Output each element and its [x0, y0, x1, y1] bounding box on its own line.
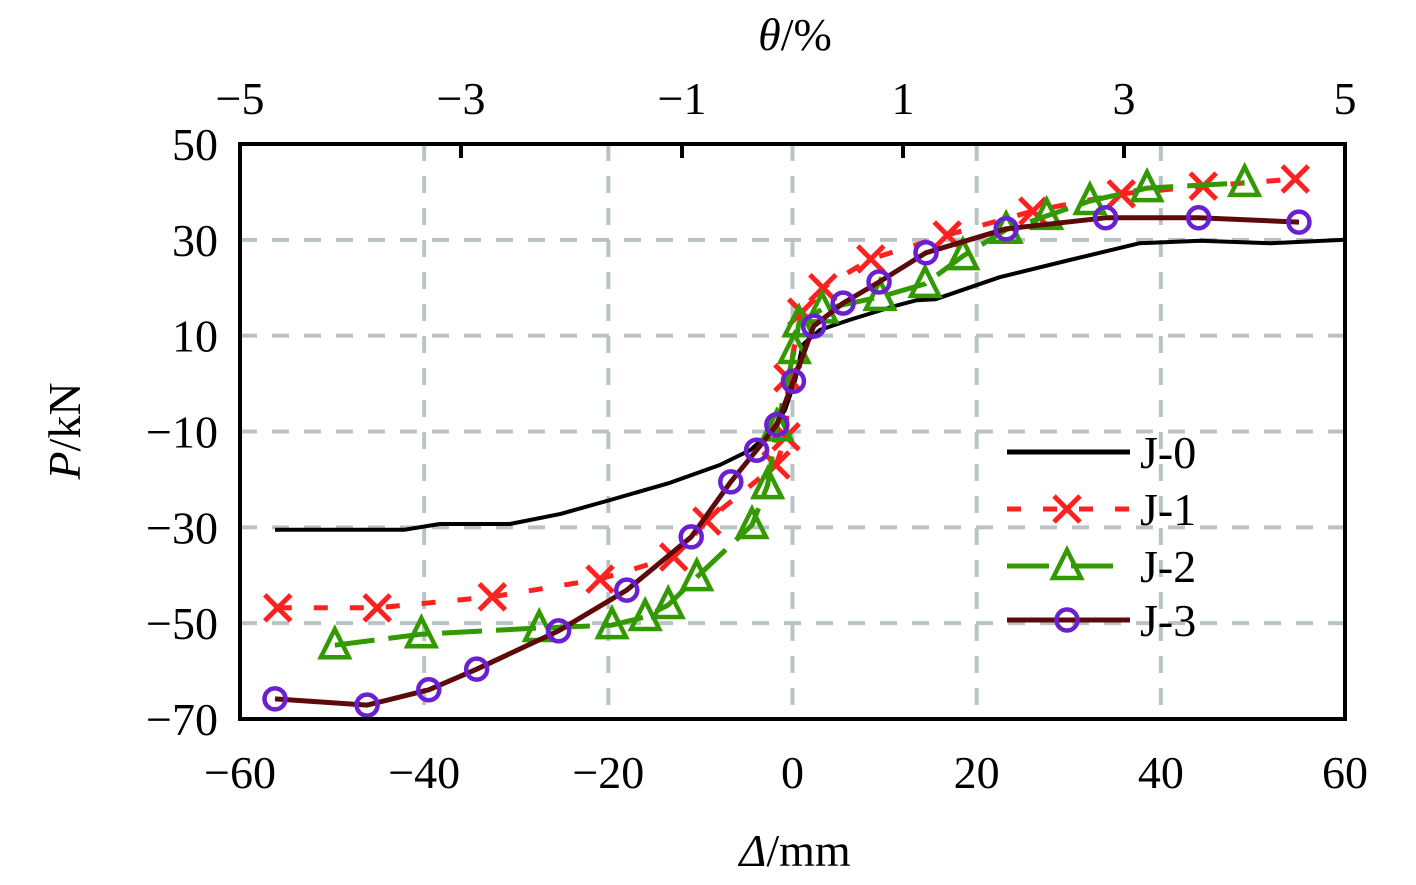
data-point-triangle-marker	[679, 556, 715, 592]
x-tick-label: 20	[954, 747, 1000, 798]
data-point-x-marker	[1280, 164, 1311, 194]
data-point-circle-marker	[743, 437, 770, 463]
data-point-triangle-marker	[1029, 194, 1065, 231]
x2-tick-label: 1	[892, 73, 915, 124]
data-point-circle-marker	[463, 656, 490, 682]
data-point-triangle-marker	[862, 275, 898, 312]
data-point-circle-marker	[354, 692, 380, 718]
data-point-circle-marker	[764, 412, 790, 438]
x-tick-label: −20	[572, 747, 644, 798]
legend-item-j-0: J-0	[1007, 427, 1196, 478]
data-point-x-marker	[1106, 179, 1137, 209]
x2-tick-label: −5	[216, 73, 265, 124]
x-tick-label: 60	[1322, 747, 1368, 798]
legend-item-j-3: J-3	[1007, 595, 1196, 646]
x-tick-label: −60	[204, 747, 276, 798]
y-tick-label: 10	[172, 311, 218, 362]
x-axis-title: Δ/mm	[737, 825, 851, 876]
y-tick-label: −70	[146, 694, 218, 745]
data-point-circle-marker	[830, 290, 856, 316]
axes	[238, 142, 1347, 721]
data-point-triangle-marker	[627, 595, 663, 632]
series-layer	[262, 161, 1346, 718]
x2-tick-label: 5	[1334, 73, 1357, 124]
data-point-triangle-marker	[1226, 161, 1263, 198]
legend-item-j-1: J-1	[1007, 484, 1196, 535]
y-axis-unit: /kN	[39, 382, 90, 451]
data-point-circle-marker	[262, 686, 288, 712]
x-tick-label: 0	[781, 747, 804, 798]
series-line-j-2	[334, 180, 1245, 648]
y-tick-label: −10	[146, 407, 218, 458]
data-point-triangle-marker	[1072, 179, 1108, 216]
y-axis-symbol: P	[39, 451, 90, 480]
x2-axis-title: θ/%	[758, 9, 832, 60]
data-point-x-marker	[262, 593, 293, 623]
legend-label: J-3	[1140, 595, 1196, 646]
y-axis-title: P/kN	[39, 382, 90, 480]
x2-axis-symbol: θ	[758, 9, 781, 60]
data-point-circle-marker	[416, 677, 442, 703]
data-point-triangle-marker	[403, 613, 440, 649]
y-tick-label: 30	[172, 215, 218, 266]
data-point-circle-marker	[1054, 607, 1080, 633]
data-point-circle-marker	[866, 269, 892, 295]
plot-frame	[238, 142, 1347, 721]
data-point-circle-marker	[678, 524, 704, 550]
legend-label: J-0	[1140, 427, 1196, 478]
data-point-triangle-marker	[945, 235, 981, 271]
x-tick-label: −40	[388, 747, 460, 798]
data-point-x-marker	[477, 582, 508, 612]
x2-tick-label: −1	[658, 73, 707, 124]
tick-labels: −60 −40 −20 0 20 40 60 50 30 10 −10 −30 −50 −70 −5 −3 −1…	[146, 73, 1368, 798]
data-point-circle-marker	[993, 216, 1019, 242]
legend: J-0 J-1 J-2J-3	[1007, 427, 1196, 646]
series-line-j-3	[274, 215, 1300, 708]
data-point-x-marker	[856, 244, 886, 274]
data-point-circle-marker	[545, 618, 572, 644]
y-tick-label: −30	[146, 502, 218, 553]
data-point-triangle-marker	[594, 604, 630, 640]
data-point-triangle-marker	[749, 464, 786, 500]
data-point-x-marker	[808, 272, 838, 303]
data-point-circle-marker	[718, 469, 744, 495]
data-point-circle-marker	[913, 240, 939, 266]
x2-axis-unit: /%	[781, 9, 832, 60]
data-point-circle-marker	[1185, 205, 1212, 231]
data-point-x-marker	[585, 564, 615, 594]
series-j-3	[262, 205, 1312, 718]
data-point-circle-marker	[1092, 205, 1119, 231]
legend-item-j-2: J-2	[1007, 541, 1196, 592]
data-point-circle-marker	[614, 577, 640, 603]
data-point-circle-marker	[800, 313, 827, 339]
data-point-triangle-marker	[650, 583, 686, 620]
x-tick-label: 40	[1138, 747, 1184, 798]
data-point-x-marker	[362, 593, 392, 623]
data-point-circle-marker	[780, 368, 807, 394]
data-point-triangle-marker	[1129, 167, 1165, 203]
legend-label: J-1	[1140, 484, 1196, 535]
data-point-x-marker	[1052, 494, 1082, 524]
series-j-1	[262, 164, 1311, 623]
data-point-triangle-marker	[1049, 544, 1085, 581]
data-point-triangle-marker	[734, 503, 770, 540]
x-axis-unit: /mm	[766, 825, 851, 876]
data-point-triangle-marker	[317, 624, 353, 660]
data-point-triangle-marker	[776, 329, 812, 365]
y-tick-label: 50	[172, 119, 218, 170]
x2-tick-label: −3	[437, 73, 486, 124]
data-point-circle-marker	[1286, 209, 1312, 235]
x2-tick-label: 3	[1113, 73, 1136, 124]
data-point-x-marker	[658, 542, 689, 572]
legend-label: J-2	[1140, 541, 1196, 592]
y-tick-label: −50	[146, 598, 218, 649]
x-axis-symbol: Δ	[737, 825, 766, 876]
series-j-2	[317, 161, 1263, 660]
series-line-j-1	[277, 176, 1296, 611]
data-point-triangle-marker	[907, 262, 943, 299]
data-point-triangle-marker	[759, 406, 795, 442]
